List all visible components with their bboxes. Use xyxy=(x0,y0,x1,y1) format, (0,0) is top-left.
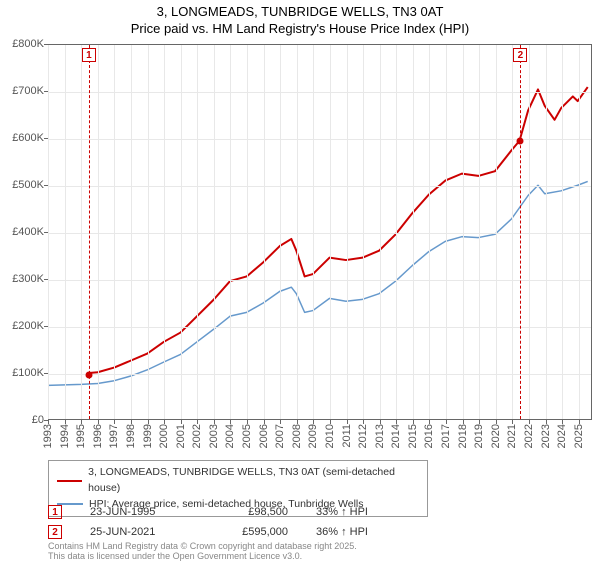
x-tick-label: 2021 xyxy=(506,424,518,448)
legend-item-price: 3, LONGMEADS, TUNBRIDGE WELLS, TN3 0AT (… xyxy=(57,465,419,497)
x-tick-label: 1998 xyxy=(125,424,137,448)
y-tick-label: £300K xyxy=(12,273,44,285)
x-tick-label: 1997 xyxy=(108,424,120,448)
x-tick-label: 1999 xyxy=(142,424,154,448)
chart-lines xyxy=(48,45,591,419)
x-tick-label: 2003 xyxy=(208,424,220,448)
sale-info-table: 1 23-JUN-1995 £98,500 33% ↑ HPI 2 25-JUN… xyxy=(48,502,396,542)
chart-title: 3, LONGMEADS, TUNBRIDGE WELLS, TN3 0AT P… xyxy=(0,0,600,38)
x-tick-label: 2014 xyxy=(390,424,402,448)
sale-pct-vs-hpi: 33% ↑ HPI xyxy=(316,506,396,518)
sale-date: 25-JUN-2021 xyxy=(90,526,190,538)
x-tick-label: 2017 xyxy=(440,424,452,448)
x-tick-label: 2019 xyxy=(473,424,485,448)
x-tick-label: 2024 xyxy=(556,424,568,448)
x-tick-label: 2022 xyxy=(523,424,535,448)
y-tick-label: £800K xyxy=(12,38,44,50)
x-tick-label: 1995 xyxy=(75,424,87,448)
x-tick-label: 2010 xyxy=(324,424,336,448)
x-tick-label: 2004 xyxy=(224,424,236,448)
x-axis-labels: 1993199419951996199719981999200020012002… xyxy=(48,422,592,462)
y-tick-label: £700K xyxy=(12,85,44,97)
y-tick-label: £400K xyxy=(12,226,44,238)
x-tick-label: 2002 xyxy=(191,424,203,448)
legend-label: 3, LONGMEADS, TUNBRIDGE WELLS, TN3 0AT (… xyxy=(88,465,419,497)
y-tick-label: £100K xyxy=(12,367,44,379)
sale-dot xyxy=(85,371,92,378)
sale-dot xyxy=(517,138,524,145)
sale-marker-badge: 2 xyxy=(48,525,62,539)
x-tick-label: 2012 xyxy=(357,424,369,448)
x-tick-label: 2025 xyxy=(573,424,585,448)
title-address: 3, LONGMEADS, TUNBRIDGE WELLS, TN3 0AT xyxy=(0,4,600,21)
chart-container: 3, LONGMEADS, TUNBRIDGE WELLS, TN3 0AT P… xyxy=(0,0,600,560)
sale-price: £595,000 xyxy=(218,526,288,538)
x-tick-label: 2020 xyxy=(490,424,502,448)
x-tick-label: 2016 xyxy=(423,424,435,448)
x-tick-label: 2006 xyxy=(258,424,270,448)
x-tick-label: 1993 xyxy=(42,424,54,448)
x-tick-label: 2011 xyxy=(341,424,353,448)
sale-price: £98,500 xyxy=(218,506,288,518)
sale-marker-badge: 1 xyxy=(48,505,62,519)
plot-area xyxy=(48,44,592,420)
legend-swatch xyxy=(57,480,82,483)
title-subtitle: Price paid vs. HM Land Registry's House … xyxy=(0,21,600,38)
sale-pct-vs-hpi: 36% ↑ HPI xyxy=(316,526,396,538)
footer-line: This data is licensed under the Open Gov… xyxy=(48,552,357,562)
x-tick-label: 2023 xyxy=(540,424,552,448)
x-tick-label: 2015 xyxy=(407,424,419,448)
x-tick-label: 2018 xyxy=(457,424,469,448)
footer-attribution: Contains HM Land Registry data © Crown c… xyxy=(48,542,357,562)
x-tick-label: 2001 xyxy=(175,424,187,448)
y-axis-labels: £0£100K£200K£300K£400K£500K£600K£700K£80… xyxy=(0,44,46,420)
sale-info-row: 1 23-JUN-1995 £98,500 33% ↑ HPI xyxy=(48,502,396,522)
x-tick-label: 1994 xyxy=(59,424,71,448)
sale-date: 23-JUN-1995 xyxy=(90,506,190,518)
x-tick-label: 2007 xyxy=(274,424,286,448)
sale-marker-line xyxy=(89,45,90,419)
sale-marker-box: 1 xyxy=(82,48,96,62)
x-tick-label: 2008 xyxy=(291,424,303,448)
sale-marker-box: 2 xyxy=(513,48,527,62)
x-tick-label: 2013 xyxy=(374,424,386,448)
hpi-line xyxy=(48,181,588,385)
sale-marker-line xyxy=(520,45,521,419)
y-tick-label: £200K xyxy=(12,320,44,332)
x-tick-label: 2009 xyxy=(307,424,319,448)
x-tick-label: 1996 xyxy=(92,424,104,448)
y-tick-label: £600K xyxy=(12,132,44,144)
x-tick-label: 2000 xyxy=(158,424,170,448)
sale-info-row: 2 25-JUN-2021 £595,000 36% ↑ HPI xyxy=(48,522,396,542)
x-tick-label: 2005 xyxy=(241,424,253,448)
y-tick-label: £500K xyxy=(12,179,44,191)
